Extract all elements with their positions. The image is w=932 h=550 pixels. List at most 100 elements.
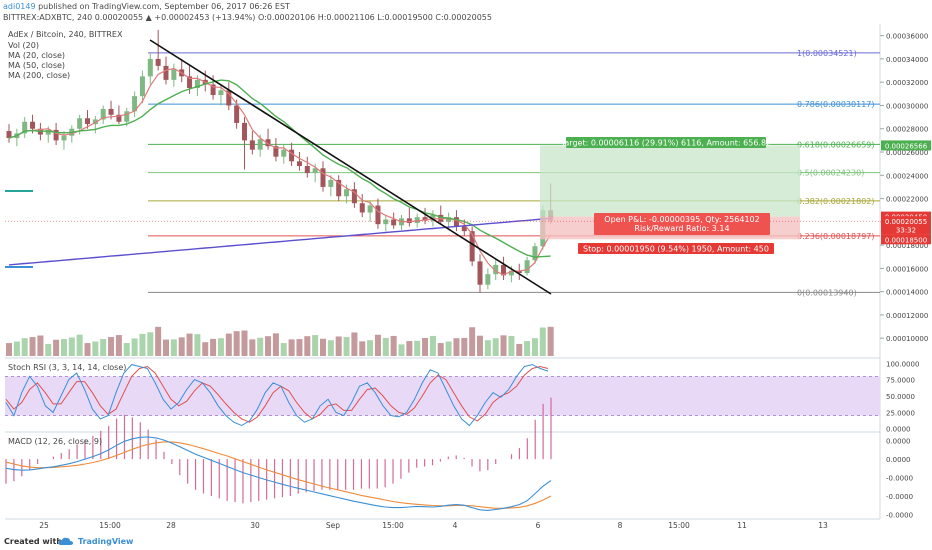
indicator-label: MA (200, close) (8, 71, 70, 80)
volume-bar (60, 339, 67, 356)
candle-body (508, 270, 514, 276)
volume-bar (6, 343, 12, 356)
volume-bar (131, 338, 138, 356)
candle-body (194, 79, 200, 89)
price-tag (881, 216, 931, 227)
volume-bar (445, 341, 452, 356)
volume-bar (139, 333, 146, 356)
volume-bar (186, 333, 193, 356)
candle-body (524, 260, 530, 274)
volume-bar (53, 339, 60, 356)
volume-bar (516, 343, 523, 356)
price-tag (881, 224, 931, 235)
volume-bar (382, 337, 389, 356)
ma20-line (8, 67, 552, 276)
volume-bar (241, 330, 248, 356)
tradingview-cloud-icon (58, 537, 73, 545)
price-tick-label: 0.00034000 (886, 56, 928, 64)
trading-chart[interactable]: 1(0.00034521) 0.786(0.00030117) 0.618(0.00… (0, 0, 932, 535)
stoch-tick-label: 50.0000 (886, 393, 915, 401)
candle-body (516, 270, 522, 274)
time-tick-label: 15:00 (668, 521, 690, 530)
price-candles (6, 29, 554, 293)
volume-bar (115, 335, 122, 356)
candle-body (485, 274, 491, 285)
volume-bar (335, 336, 342, 356)
volume-bar (233, 331, 240, 356)
candle-body (422, 217, 428, 221)
volume-bar (123, 343, 130, 356)
candle-body (77, 118, 83, 129)
pnl-label-box (594, 213, 770, 235)
volume-bar (406, 341, 413, 356)
price-tag-label: 0.00026566 (885, 142, 928, 150)
candle-body (351, 189, 357, 204)
fib-level-label: 0.5(0.00024230) (797, 169, 864, 178)
volume-bar (359, 341, 366, 356)
volume-bar (500, 335, 507, 356)
price-tick-label: 0.00032000 (886, 79, 928, 87)
candle-body (45, 129, 51, 135)
volume-bar (398, 344, 405, 356)
candle-body (391, 219, 397, 226)
time-tick-label: 30 (250, 521, 260, 530)
candle-body (281, 149, 287, 157)
footer: Created with TradingView (0, 534, 932, 550)
price-tick-label: 0.00012000 (886, 312, 928, 320)
time-tick-label: 15:00 (382, 521, 404, 530)
volume-bar (477, 335, 483, 356)
author-link[interactable]: adi0149 (3, 2, 36, 11)
volume-bar (210, 338, 217, 356)
volume-bar (508, 335, 515, 356)
volume-bar (374, 334, 381, 356)
volume-bar (155, 326, 162, 356)
ma50-line (8, 79, 551, 258)
stoch-rsi-pane (5, 364, 880, 427)
volume-bar (265, 336, 272, 356)
created-with-label: Created with (4, 537, 63, 546)
stoch-tick-label: 0.0000 (886, 426, 911, 434)
volume-bar (461, 337, 468, 356)
target-label-box (566, 137, 766, 148)
candle-body (406, 218, 412, 224)
indicator-label: Vol (20) (8, 41, 39, 50)
time-tick-label: 4 (453, 521, 458, 530)
volume-bar (194, 334, 201, 356)
candle-body (359, 203, 365, 213)
risk-reward-label: Risk/Reward Ratio: 3.14 (634, 224, 729, 233)
pnl-label: Open P&L: -0.00000395, Qty: 2564102 (604, 215, 759, 224)
target-label: Target: 0.00006116 (29.91%) 6116, Amount… (560, 139, 771, 148)
volume-bar (437, 343, 444, 356)
time-tick-label: 6 (536, 521, 541, 530)
candle-body (116, 114, 122, 122)
volume-bar (21, 338, 28, 356)
candle-body (85, 118, 90, 125)
stoch-tick-label: 100.0000 (886, 360, 919, 368)
long-position-tool: Target: 0.00006116 (29.91%) 6116, Amount… (5, 137, 880, 254)
candle-body (132, 96, 138, 112)
candle-body (249, 140, 255, 150)
volume-bar (29, 337, 36, 356)
volume-bar (178, 337, 185, 356)
tradingview-brand[interactable]: TradingView (78, 537, 134, 546)
candle-body (414, 217, 420, 224)
candle-body (383, 219, 389, 225)
price-tag (881, 234, 931, 245)
candle-body (92, 119, 98, 125)
price-tick-label: 0.00016000 (886, 265, 928, 273)
time-tick-label: 15:00 (99, 521, 121, 530)
time-tick-label: 28 (166, 521, 176, 530)
price-tick-label: 0.00018000 (886, 242, 928, 250)
indicator-label: MA (20, close) (8, 51, 65, 60)
macd-pane (5, 397, 552, 511)
candle-body (218, 90, 224, 95)
volume-bar (249, 339, 256, 356)
stoch-k-line (5, 364, 549, 427)
candle-body (257, 139, 263, 150)
candle-body (375, 205, 381, 225)
stoch-tick-label: 75.0000 (886, 377, 915, 385)
macd-signal-line (5, 441, 552, 509)
volume-bar (453, 338, 460, 356)
downtrend-line (149, 39, 552, 295)
